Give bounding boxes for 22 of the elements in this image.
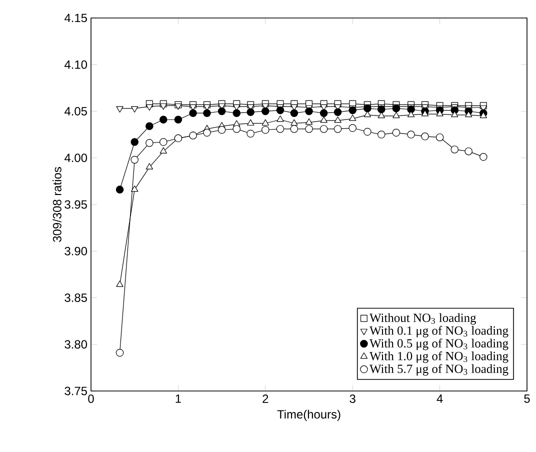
y-tick-label: 3.90 xyxy=(64,246,88,256)
x-tick-label: 5 xyxy=(524,394,530,403)
legend-label: With 0.1 μg of NO$_{3}$ loading xyxy=(370,326,508,338)
y-tick-label: 3.85 xyxy=(64,294,87,302)
legend-label: Without NO$_{3}$ loading xyxy=(370,313,476,325)
legend-label: With 1.0 μg of NO$_{3}$ loading xyxy=(370,351,508,363)
y-tick-label: 4.00 xyxy=(64,154,88,162)
x-tick-label: 2 xyxy=(262,394,268,403)
y-tick-label: 3.95 xyxy=(64,200,87,209)
y-axis-title: 309/308 ratios xyxy=(52,167,62,242)
x-tick-label: 0 xyxy=(88,394,94,403)
x-tick-label: 4 xyxy=(436,394,443,403)
y-tick-label: 3.80 xyxy=(64,340,88,349)
legend-label: With 0.5 μg of NO$_{3}$ loading xyxy=(370,338,508,350)
y-tick-label: 3.75 xyxy=(64,386,87,396)
y-tick-label: 4.15 xyxy=(64,14,87,22)
x-tick-label: 3 xyxy=(350,394,356,403)
x-axis-title: Time(hours) xyxy=(277,410,340,421)
legend-label: With 5.7 μg of NO$_{3}$ loading xyxy=(370,364,508,376)
y-tick-label: 4.10 xyxy=(64,60,88,69)
y-tick-label: 4.05 xyxy=(64,107,87,116)
x-tick-label: 1 xyxy=(176,394,181,403)
